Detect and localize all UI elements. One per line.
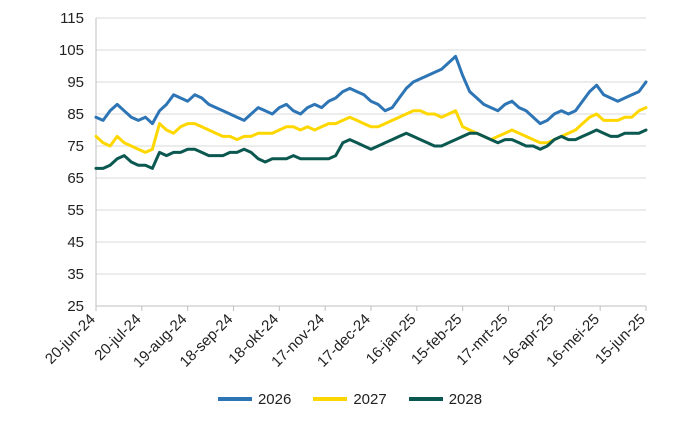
y-tick-label: 95 [67,74,84,91]
series-lines [94,54,648,170]
y-tick-label: 25 [67,298,84,315]
legend-swatch-2028 [408,397,443,401]
legend-swatch-2026 [217,397,252,401]
axes [95,18,647,311]
y-tick-label: 45 [67,234,84,251]
x-tick-label: 20-jun-24 [42,311,99,368]
legend-label-2028: 2028 [448,390,483,408]
gridlines [96,17,646,275]
y-tick-label: 35 [67,266,84,283]
line-chart: 25 35 45 55 65 75 85 95 105 115 20-jun-2420-jul-2… [42,10,649,371]
y-tick-label: 105 [59,42,84,59]
x-axis-tick-labels: 20-jun-2420-jul-2419-aug-2418-sep-2418-o… [42,311,649,371]
series-line-2026 [94,54,648,126]
legend: 2026 2027 2028 [0,388,700,410]
legend-item-2028: 2028 [408,390,483,408]
legend-label-2027: 2027 [353,390,387,408]
y-tick-label: 115 [60,10,84,27]
y-tick-label: 75 [67,138,84,155]
x-tick-label: 15-jun-25 [592,311,649,368]
y-axis-tick-labels: 25 35 45 55 65 75 85 95 105 115 [59,10,84,315]
series-line-2028 [94,128,648,170]
y-tick-label: 65 [67,170,84,187]
y-tick-label: 85 [67,106,84,123]
legend-label-2026: 2026 [257,390,292,408]
legend-item-2027: 2027 [313,390,387,408]
legend-swatch-2027 [313,397,348,401]
legend-item-2026: 2026 [217,390,292,408]
y-tick-label: 55 [67,202,84,219]
